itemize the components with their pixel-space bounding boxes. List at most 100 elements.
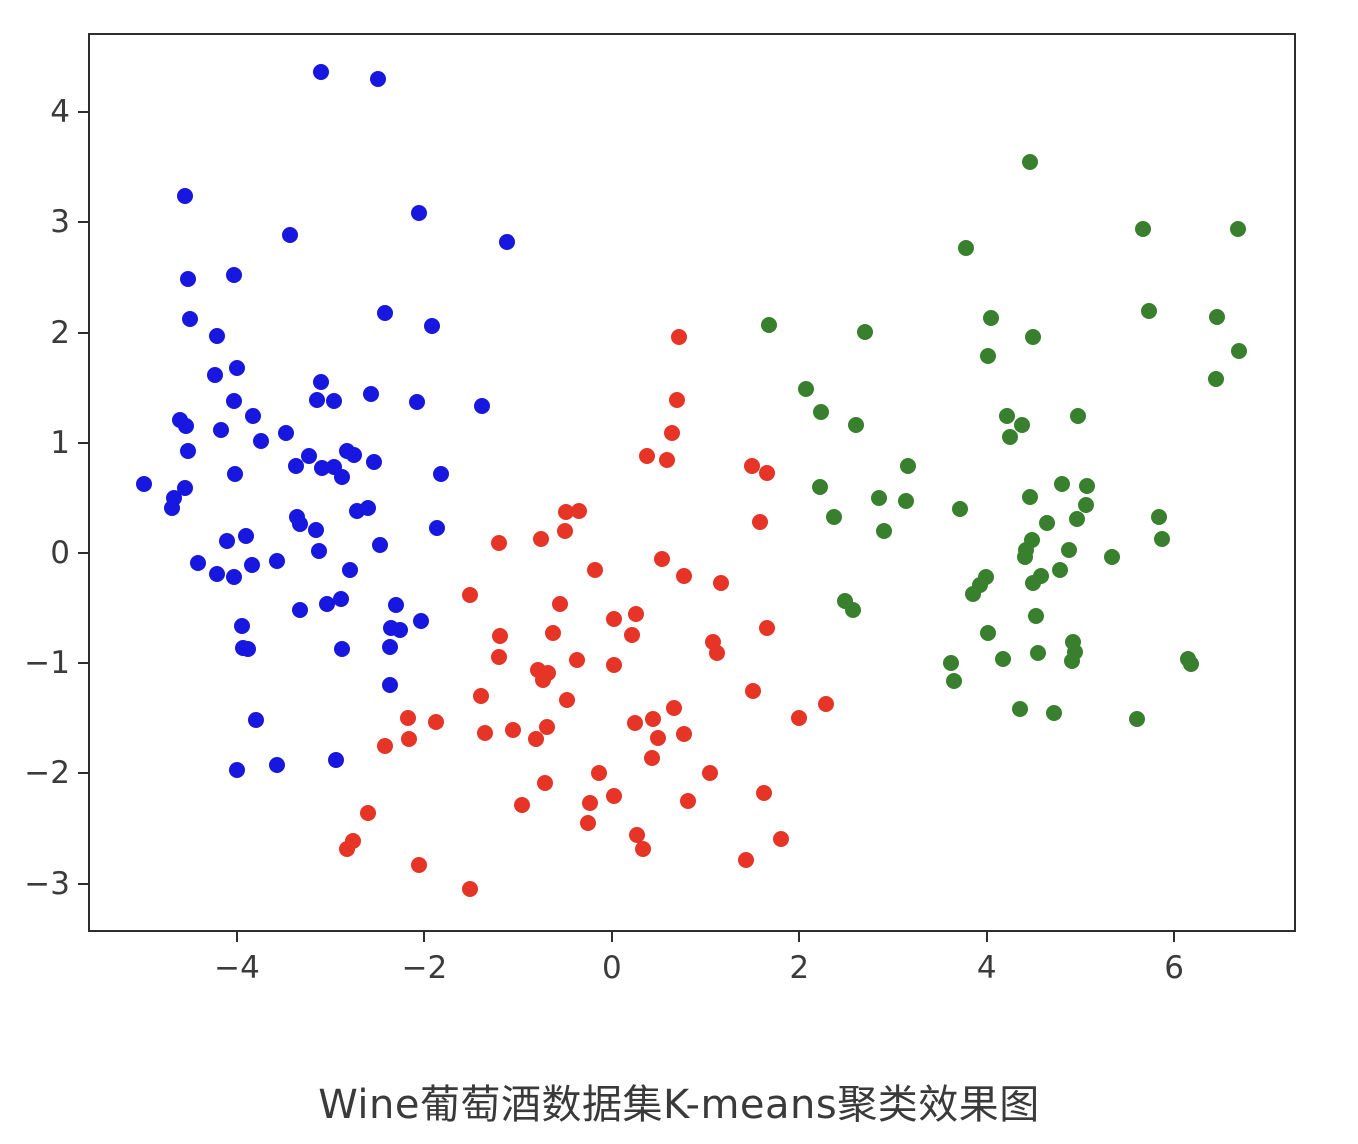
scatter-point-cluster-2-red	[663, 424, 680, 441]
scatter-point-cluster-3-green	[1209, 309, 1226, 326]
y-axis-tick	[78, 662, 88, 665]
scatter-point-cluster-2-red	[535, 671, 552, 688]
scatter-point-cluster-3-green	[856, 323, 873, 340]
scatter-point-cluster-2-red	[505, 722, 522, 739]
scatter-point-cluster-1-blue	[282, 226, 299, 243]
scatter-point-cluster-2-red	[629, 827, 646, 844]
scatter-point-cluster-1-blue	[372, 537, 389, 554]
scatter-point-cluster-3-green	[1151, 508, 1168, 525]
y-axis-tick	[78, 221, 88, 224]
scatter-point-cluster-3-green	[1030, 645, 1047, 662]
y-axis-tick	[78, 441, 88, 444]
scatter-point-cluster-1-blue	[182, 311, 199, 328]
x-axis-tick	[236, 932, 238, 942]
x-axis-tick	[1173, 932, 1176, 942]
scatter-point-cluster-1-blue	[226, 392, 243, 409]
y-axis-tick	[78, 552, 88, 554]
scatter-point-cluster-2-red	[755, 785, 772, 802]
x-axis-tick-label: 6	[1164, 950, 1185, 986]
scatter-point-cluster-1-blue	[226, 569, 243, 586]
scatter-point-cluster-2-red	[654, 550, 671, 567]
scatter-point-cluster-1-blue	[288, 457, 305, 474]
y-axis-tick-label: −3	[24, 865, 70, 902]
scatter-point-cluster-3-green	[870, 489, 887, 506]
scatter-point-cluster-3-green	[1230, 343, 1247, 360]
scatter-point-cluster-2-red	[557, 504, 574, 521]
scatter-point-cluster-3-green	[1014, 417, 1031, 434]
scatter-point-cluster-2-red	[676, 568, 693, 585]
scatter-point-cluster-2-red	[537, 775, 554, 792]
scatter-point-cluster-3-green	[1002, 429, 1019, 446]
scatter-point-cluster-3-green	[964, 585, 981, 602]
scatter-point-cluster-1-blue	[473, 398, 490, 415]
scatter-point-cluster-1-blue	[388, 596, 405, 613]
scatter-point-cluster-2-red	[571, 503, 588, 520]
scatter-point-cluster-2-red	[751, 514, 768, 531]
scatter-point-cluster-2-red	[491, 535, 508, 552]
scatter-point-cluster-1-blue	[209, 327, 226, 344]
x-axis-tick	[985, 932, 988, 942]
scatter-point-cluster-2-red	[644, 749, 661, 766]
scatter-point-cluster-3-green	[1183, 656, 1200, 673]
scatter-point-cluster-3-green	[945, 672, 962, 689]
scatter-point-cluster-3-green	[1064, 652, 1081, 669]
scatter-point-cluster-1-blue	[308, 391, 325, 408]
y-axis-tick	[78, 111, 88, 114]
scatter-point-cluster-2-red	[532, 530, 549, 547]
scatter-point-cluster-1-blue	[333, 591, 350, 608]
scatter-point-cluster-1-blue	[381, 638, 398, 655]
scatter-point-cluster-3-green	[875, 522, 892, 539]
x-axis-tick	[610, 932, 613, 942]
scatter-point-cluster-1-blue	[269, 756, 286, 773]
scatter-point-cluster-2-red	[552, 595, 569, 612]
scatter-point-cluster-1-blue	[369, 71, 386, 88]
scatter-point-cluster-3-green	[797, 380, 814, 397]
y-axis-tick-label: 1	[50, 424, 70, 461]
scatter-point-cluster-3-green	[1021, 153, 1038, 170]
scatter-point-cluster-2-red	[462, 881, 479, 898]
scatter-point-cluster-3-green	[844, 602, 861, 619]
scatter-point-cluster-3-green	[979, 347, 996, 364]
x-axis-tick	[423, 932, 426, 942]
scatter-point-cluster-2-red	[582, 795, 599, 812]
scatter-point-cluster-3-green	[1135, 221, 1152, 238]
scatter-point-cluster-1-blue	[207, 366, 224, 383]
scatter-point-cluster-1-blue	[328, 752, 345, 769]
scatter-point-cluster-2-red	[623, 626, 640, 643]
scatter-point-cluster-2-red	[605, 657, 622, 674]
scatter-point-cluster-3-green	[1079, 477, 1095, 494]
scatter-point-cluster-3-green	[1208, 370, 1225, 387]
scatter-point-cluster-3-green	[958, 239, 975, 256]
scatter-point-cluster-3-green	[898, 493, 915, 510]
scatter-point-cluster-1-blue	[318, 595, 335, 612]
scatter-point-cluster-3-green	[1229, 221, 1246, 238]
scatter-point-cluster-1-blue	[333, 640, 350, 657]
scatter-point-cluster-3-green	[951, 500, 968, 517]
scatter-point-cluster-1-blue	[247, 712, 264, 729]
y-axis-tick-label: 2	[50, 314, 70, 351]
scatter-point-cluster-1-blue	[423, 318, 440, 335]
scatter-point-cluster-1-blue	[307, 521, 324, 538]
scatter-point-cluster-2-red	[377, 737, 394, 754]
scatter-point-cluster-1-blue	[229, 762, 245, 779]
scatter-point-cluster-1-blue	[342, 561, 359, 578]
scatter-point-cluster-1-blue	[310, 542, 327, 559]
scatter-point-cluster-2-red	[758, 619, 775, 636]
y-axis-tick-label: 3	[50, 204, 70, 241]
scatter-point-cluster-2-red	[605, 788, 622, 805]
scatter-point-cluster-1-blue	[229, 359, 245, 376]
scatter-point-cluster-3-green	[1028, 607, 1045, 624]
scatter-point-cluster-1-blue	[333, 468, 350, 485]
scatter-point-cluster-1-blue	[291, 516, 308, 533]
scatter-point-cluster-1-blue	[136, 475, 153, 492]
scatter-point-cluster-1-blue	[244, 557, 260, 574]
scatter-point-cluster-2-red	[472, 688, 489, 705]
scatter-point-cluster-1-blue	[180, 442, 197, 459]
scatter-point-cluster-1-blue	[433, 465, 450, 482]
scatter-point-cluster-1-blue	[412, 613, 429, 630]
scatter-point-cluster-3-green	[1153, 530, 1170, 547]
scatter-point-cluster-2-red	[627, 714, 644, 731]
scatter-point-cluster-1-blue	[410, 204, 427, 221]
scatter-point-cluster-1-blue	[301, 448, 318, 465]
scatter-point-cluster-1-blue	[227, 465, 244, 482]
